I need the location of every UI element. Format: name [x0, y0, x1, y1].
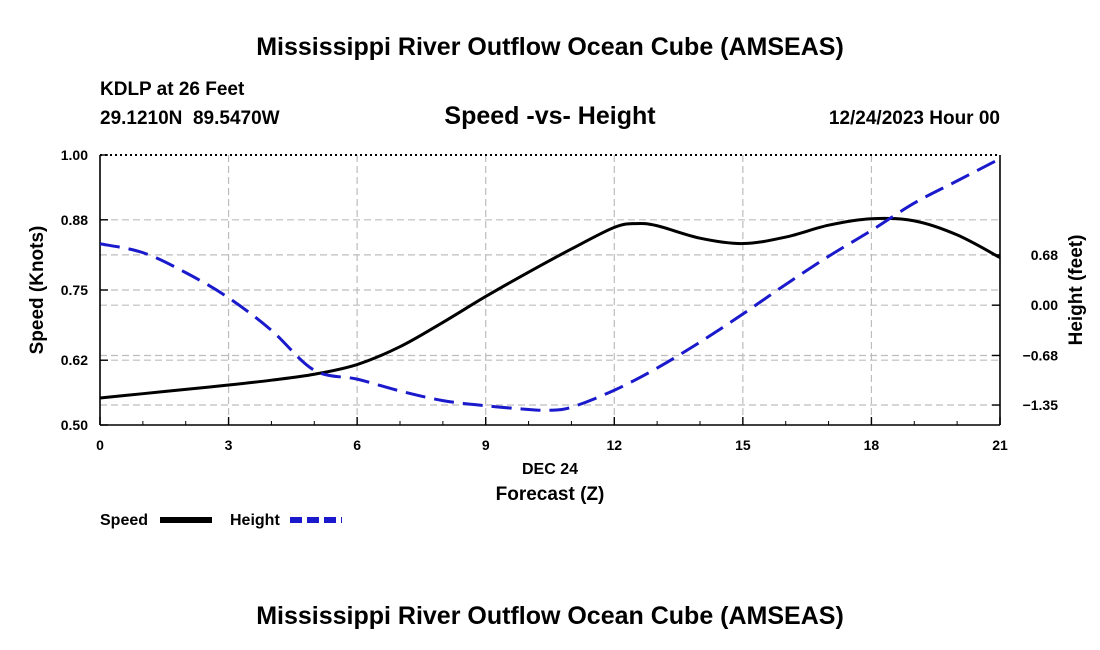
station-coords: 29.1210N 89.5470W	[100, 108, 280, 129]
datetime-label: 12/24/2023 Hour 00	[829, 108, 1000, 129]
legend-label-speed: Speed	[100, 512, 148, 529]
legend: Speed Height	[100, 512, 342, 529]
series-line-speed	[99, 216, 1001, 400]
y-left-tick-label-4: 1.00	[61, 147, 88, 163]
legend-label-height: Height	[230, 512, 280, 529]
x-tick-label-3: 9	[482, 437, 490, 453]
x-tick-label-4: 12	[606, 437, 622, 453]
main-title: Mississippi River Outflow Ocean Cube (AM…	[256, 33, 844, 61]
y-left-tick-label-0: 0.50	[61, 417, 88, 433]
y-left-tick-label-1: 0.62	[61, 352, 88, 368]
y-right-tick-label-3: 0.68	[1031, 247, 1058, 263]
y-right-axis-label: Height (feet)	[1066, 235, 1087, 346]
y-right-tick-label-0: −1.35	[1023, 397, 1059, 413]
chart-title: Speed -vs- Height	[444, 102, 656, 130]
x-tick-label-2: 6	[353, 437, 361, 453]
series-lines	[99, 157, 1001, 412]
grid-lines	[100, 155, 1000, 425]
x-tick-label-0: 0	[96, 437, 104, 453]
y-left-axis-label: Speed (Knots)	[27, 226, 48, 355]
x-tick-label-6: 18	[864, 437, 880, 453]
axis-ticks: 0 3 6 9 12 15 18 21 0.50 0.62 0.75 0.88 1.00 −1.35 −0.…	[61, 147, 1058, 453]
footer-title: Mississippi River Outflow Ocean Cube (AM…	[256, 602, 844, 630]
y-right-tick-label-1: −0.68	[1023, 347, 1059, 363]
station-name: KDLP at 26 Feet	[100, 79, 245, 100]
y-left-tick-label-3: 0.88	[61, 212, 88, 228]
x-date-label: DEC 24	[522, 461, 578, 478]
series-line-height	[99, 157, 1001, 412]
x-axis-label: Forecast (Z)	[496, 484, 605, 505]
plot-frame	[99, 154, 1001, 426]
y-left-tick-label-2: 0.75	[61, 282, 88, 298]
x-tick-label-7: 21	[992, 437, 1008, 453]
y-right-tick-label-2: 0.00	[1031, 297, 1058, 313]
x-tick-label-1: 3	[225, 437, 233, 453]
x-tick-label-5: 15	[735, 437, 751, 453]
